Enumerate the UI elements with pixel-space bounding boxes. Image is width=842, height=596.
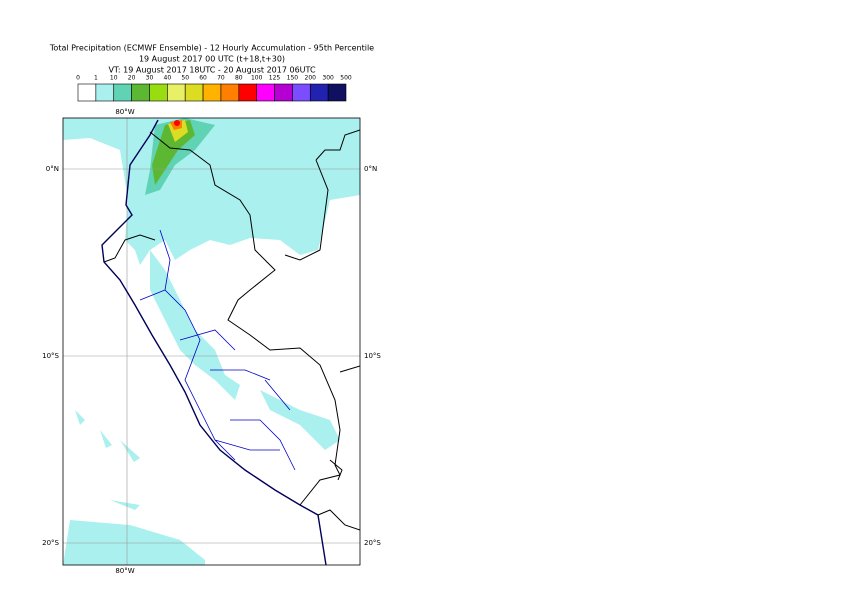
legend-swatch [238,83,257,102]
title: Total Precipitation (ECMWF Ensemble) - 1… [49,44,374,75]
legend-swatch [292,83,311,102]
map-frame [62,117,361,566]
legend-swatch [113,83,132,102]
legend-swatch [202,83,222,102]
legend-swatch [95,83,115,102]
legend-swatch [149,83,168,102]
legend-swatch [167,83,186,102]
legend-label: 20 [128,75,136,82]
legend-swatch [309,83,329,102]
legend-label: 200 [305,75,317,82]
legend-label: 150 [287,75,299,82]
legend-swatch [327,83,347,102]
lat-label: 0°N [46,165,59,173]
lon-label: 80°W [115,567,134,575]
lat-label: 20°S [364,539,381,547]
legend-label: 300 [322,75,334,82]
axis-labels: 80°W 80°W 0°N 0°N 10°S 10°S 20°S 20°S [42,108,381,575]
legend-swatch [256,83,275,102]
legend-swatch [184,83,204,102]
legend-label: 70 [217,75,225,82]
lat-label: 10°S [364,352,381,360]
legend-label: 500 [340,75,352,82]
title-line: VT: 19 August 2017 18UTC - 20 August 201… [108,66,316,75]
lat-label: 10°S [42,352,59,360]
precip-heavy [145,118,215,195]
legend-label: 50 [181,75,189,82]
lat-label: 0°N [364,165,377,173]
legend-label: 10 [110,75,118,82]
legend-label: 125 [269,75,281,82]
boundaries [101,119,360,565]
lat-label: 20°S [42,539,59,547]
lon-label: 80°W [115,108,134,116]
legend-label: 30 [146,75,154,82]
legend-label: 80 [235,75,243,82]
legend-swatch [77,83,97,102]
legend-swatch [131,83,150,102]
map [63,118,360,565]
legend-label: 1 [94,75,98,82]
legend-swatch [220,83,240,102]
legend-swatch [274,83,293,102]
title-line: 19 August 2017 00 UTC (t+18,t+30) [139,55,285,64]
legend: 0 1 10 20 30 40 50 60 70 80 100 125 150 200 300 500 [76,75,352,102]
title-line: Total Precipitation (ECMWF Ensemble) - 1… [49,44,374,53]
legend-label: 60 [199,75,207,82]
legend-label: 0 [76,75,80,82]
legend-label: 100 [251,75,263,82]
legend-label: 40 [164,75,172,82]
